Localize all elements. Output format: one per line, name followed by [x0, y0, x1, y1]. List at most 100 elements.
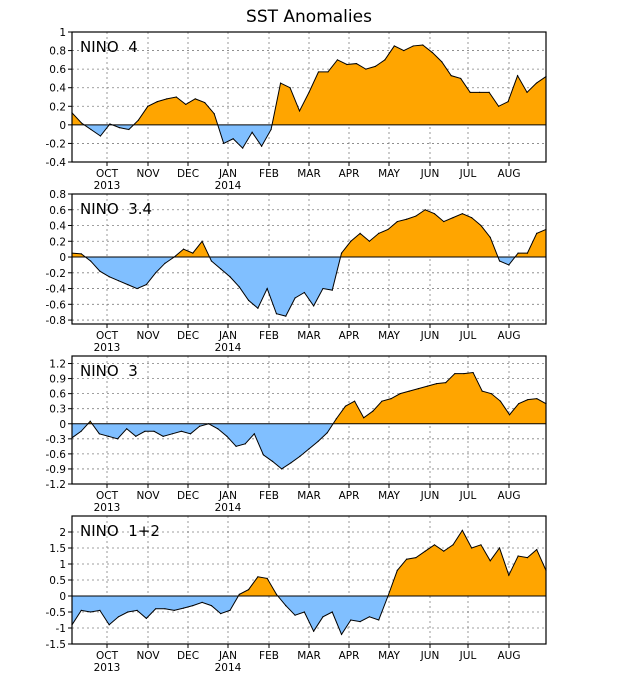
data-point: [153, 430, 155, 432]
data-point: [374, 65, 376, 67]
xtick-label-feb: FEB: [259, 650, 279, 662]
data-point: [156, 101, 158, 103]
data-point: [98, 433, 100, 435]
data-point: [182, 607, 185, 609]
data-point: [336, 59, 339, 61]
data-point: [285, 315, 287, 317]
data-point: [517, 555, 519, 557]
data-point: [294, 614, 296, 616]
xtick-label-apr: APR: [339, 650, 360, 662]
data-point: [387, 228, 389, 231]
data-point: [89, 260, 92, 262]
data-point: [490, 393, 492, 395]
data-point: [536, 232, 538, 234]
data-point: [536, 549, 538, 551]
data-point: [426, 385, 429, 387]
data-point: [220, 613, 222, 615]
negative-anomaly-area: [72, 596, 388, 635]
data-point: [479, 91, 481, 93]
data-point: [353, 400, 356, 402]
data-point: [199, 425, 201, 427]
anomaly-line: [71, 529, 547, 636]
data-point: [463, 372, 465, 375]
xtick-label-mar: MAR: [297, 490, 321, 502]
data-point: [326, 432, 328, 434]
data-point: [251, 131, 253, 133]
data-point: [372, 410, 374, 412]
data-point: [461, 529, 463, 532]
data-point: [396, 569, 398, 572]
data-point: [80, 122, 83, 124]
data-point: [313, 305, 315, 307]
data-point: [536, 398, 538, 400]
data-point: [313, 630, 315, 632]
data-point: [508, 264, 510, 266]
data-point: [526, 252, 529, 254]
xtick-label-jan: JAN: [218, 168, 237, 180]
data-point: [526, 557, 529, 559]
data-point: [488, 91, 490, 93]
ytick-label: 0.4: [49, 221, 66, 233]
data-point: [116, 438, 119, 440]
ytick-label: -0.6: [46, 299, 67, 311]
ytick-label: 0.5: [49, 575, 66, 587]
data-point: [335, 418, 337, 420]
year-label-2014: 2014: [215, 342, 242, 354]
data-point: [480, 224, 482, 227]
data-point: [527, 399, 529, 401]
data-point: [229, 609, 231, 612]
ytick-label: 0.2: [49, 101, 66, 113]
data-point: [89, 611, 92, 613]
data-point: [443, 220, 445, 223]
data-point: [298, 110, 301, 112]
panel-3: -1.2 -0.9 -0.6 -0.3 0 0.3 0.6 0.9 1.2 OCT NOV DEC JA…: [46, 355, 547, 514]
data-point: [201, 601, 203, 604]
panel-label: NINO 4: [80, 38, 138, 56]
ytick-label: 1.2: [49, 359, 66, 371]
xtick-label-nov: NOV: [136, 650, 160, 662]
xtick-label-jul: JUL: [459, 330, 477, 342]
data-point: [498, 105, 500, 107]
data-point: [173, 609, 175, 612]
data-point: [232, 138, 234, 140]
data-point: [145, 617, 147, 620]
panel-1: -0.4 -0.2 0 0.2 0.4 0.6 0.8 1 OCT NOV DEC JAN FEB MAR…: [46, 27, 547, 192]
data-point: [244, 443, 246, 445]
ytick-label: 0: [59, 591, 66, 603]
xtick-label-jun: JUN: [420, 490, 440, 502]
panel-label: NINO 3: [80, 362, 138, 380]
data-point: [136, 287, 138, 290]
negative-anomaly-area: [84, 124, 273, 149]
data-point: [279, 82, 282, 84]
data-point: [436, 383, 438, 385]
xtick-label-aug: AUG: [497, 330, 520, 342]
data-point: [136, 609, 138, 612]
data-point: [117, 616, 120, 618]
data-point: [271, 460, 274, 463]
data-point: [109, 123, 111, 125]
data-point: [308, 448, 310, 450]
data-point: [220, 268, 222, 270]
data-point: [185, 103, 187, 106]
data-point: [331, 611, 333, 613]
data-point: [99, 270, 101, 272]
xtick-label-oct: OCT: [96, 330, 119, 342]
data-point: [393, 45, 395, 47]
data-point: [322, 616, 324, 618]
data-point: [452, 217, 454, 219]
data-point: [108, 276, 110, 278]
xtick-label-nov: NOV: [136, 490, 160, 502]
data-point: [498, 260, 501, 262]
data-point: [189, 433, 192, 435]
data-point: [368, 240, 371, 242]
data-point: [80, 430, 82, 432]
xtick-label-mar: MAR: [297, 650, 321, 662]
xtick-label-feb: FEB: [259, 168, 279, 180]
data-point: [471, 547, 473, 549]
data-point: [445, 382, 447, 384]
data-point: [204, 101, 206, 104]
ytick-label: 0.3: [49, 404, 66, 416]
data-point: [518, 403, 520, 405]
data-point: [405, 558, 408, 560]
data-point: [498, 547, 501, 549]
